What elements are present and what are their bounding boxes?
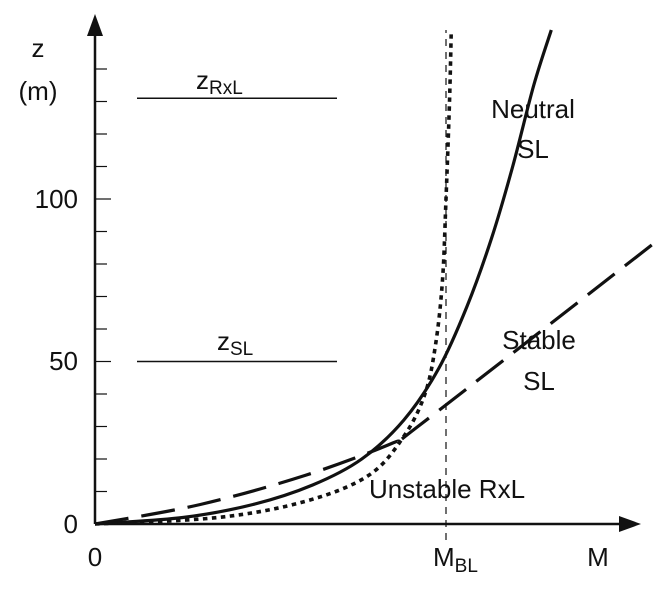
ref-label-z-rxl: zRxL xyxy=(196,65,243,99)
series-label-stable-line2: SL xyxy=(523,366,555,396)
series-label-neutral-line1: Neutral xyxy=(491,94,575,124)
series-label-neutral-line2: SL xyxy=(517,134,549,164)
ref-label-z-sl: zSL xyxy=(217,326,253,360)
x-tick-label-0: 0 xyxy=(88,542,102,572)
y-axis-label-line2: (m) xyxy=(19,76,58,106)
x-tick-label-m-bl: MBL xyxy=(433,542,478,577)
x-axis-arrow xyxy=(619,516,641,532)
series-label-stable-line1: Stable xyxy=(502,325,576,355)
x-tick-label-m-bl-main: M xyxy=(433,542,455,572)
series-line-unstable-rxl xyxy=(94,29,454,526)
ref-label-z-sl-main: z xyxy=(217,326,230,356)
x-tick-label-m-bl-sub: BL xyxy=(455,556,478,577)
y-axis-label-line1: z xyxy=(32,33,45,63)
x-axis-label: M xyxy=(587,542,609,572)
series-group xyxy=(94,29,657,526)
y-axis-arrow xyxy=(87,14,103,36)
y-tick-label-50: 50 xyxy=(49,346,78,376)
series-line-neutral xyxy=(94,29,553,526)
ref-label-z-rxl-main: z xyxy=(196,65,209,95)
series-line-stable xyxy=(94,239,657,526)
ref-label-z-rxl-sub: RxL xyxy=(209,78,243,99)
y-minor-ticks xyxy=(95,68,111,493)
ref-label-z-sl-sub: SL xyxy=(230,339,253,360)
reference-lines xyxy=(137,97,337,363)
y-tick-label-100: 100 xyxy=(35,184,78,214)
series-label-unstable: Unstable RxL xyxy=(369,474,525,504)
y-tick-label-0: 0 xyxy=(64,509,78,539)
